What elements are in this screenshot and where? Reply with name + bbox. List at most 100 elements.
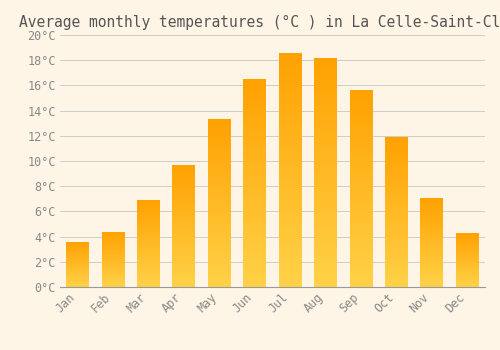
Bar: [314, 258, 337, 261]
Bar: [137, 244, 160, 245]
Bar: [172, 202, 196, 203]
Bar: [314, 264, 337, 267]
Bar: [208, 218, 231, 220]
Bar: [385, 234, 408, 236]
Bar: [456, 259, 479, 260]
Bar: [102, 237, 124, 238]
Bar: [385, 261, 408, 262]
Bar: [350, 132, 372, 135]
Bar: [350, 110, 372, 113]
Bar: [456, 241, 479, 242]
Bar: [172, 220, 196, 221]
Bar: [314, 207, 337, 210]
Bar: [385, 197, 408, 199]
Bar: [172, 224, 196, 226]
Bar: [137, 276, 160, 277]
Bar: [137, 265, 160, 266]
Bar: [137, 225, 160, 226]
Bar: [137, 239, 160, 240]
Bar: [278, 178, 301, 182]
Bar: [385, 219, 408, 222]
Bar: [172, 255, 196, 257]
Bar: [350, 142, 372, 145]
Bar: [244, 173, 266, 175]
Bar: [66, 281, 89, 282]
Bar: [456, 265, 479, 266]
Bar: [314, 69, 337, 72]
Bar: [385, 188, 408, 190]
Bar: [420, 270, 444, 271]
Bar: [278, 114, 301, 117]
Bar: [172, 194, 196, 195]
Bar: [102, 245, 124, 246]
Bar: [66, 265, 89, 266]
Bar: [350, 198, 372, 201]
Bar: [278, 73, 301, 76]
Bar: [244, 141, 266, 144]
Bar: [172, 249, 196, 250]
Bar: [420, 231, 444, 232]
Bar: [278, 229, 301, 231]
Bar: [456, 260, 479, 261]
Bar: [278, 249, 301, 252]
Bar: [350, 228, 372, 231]
Bar: [172, 178, 196, 180]
Bar: [244, 204, 266, 206]
Bar: [350, 267, 372, 270]
Bar: [172, 269, 196, 270]
Bar: [137, 271, 160, 272]
Bar: [420, 204, 444, 205]
Bar: [137, 202, 160, 203]
Bar: [172, 272, 196, 273]
Bar: [208, 276, 231, 279]
Bar: [385, 251, 408, 253]
Bar: [278, 278, 301, 281]
Bar: [137, 251, 160, 252]
Bar: [420, 243, 444, 245]
Bar: [278, 67, 301, 70]
Bar: [66, 247, 89, 248]
Bar: [420, 208, 444, 209]
Bar: [278, 284, 301, 287]
Bar: [137, 243, 160, 244]
Bar: [385, 262, 408, 265]
Bar: [172, 252, 196, 253]
Bar: [278, 144, 301, 146]
Bar: [385, 165, 408, 167]
Bar: [208, 126, 231, 128]
Bar: [244, 167, 266, 170]
Bar: [456, 263, 479, 264]
Bar: [420, 200, 444, 201]
Bar: [420, 234, 444, 236]
Bar: [137, 229, 160, 231]
Bar: [420, 232, 444, 233]
Bar: [278, 184, 301, 187]
Bar: [420, 264, 444, 265]
Bar: [278, 217, 301, 219]
Bar: [244, 219, 266, 222]
Bar: [314, 275, 337, 278]
Bar: [137, 224, 160, 225]
Bar: [137, 249, 160, 250]
Bar: [278, 255, 301, 258]
Bar: [420, 260, 444, 261]
Bar: [66, 251, 89, 252]
Bar: [278, 225, 301, 229]
Bar: [208, 178, 231, 180]
Bar: [66, 267, 89, 268]
Bar: [420, 222, 444, 223]
Bar: [244, 282, 266, 285]
Bar: [420, 272, 444, 274]
Bar: [172, 188, 196, 189]
Bar: [244, 251, 266, 253]
Bar: [278, 158, 301, 161]
Bar: [420, 246, 444, 247]
Bar: [350, 113, 372, 115]
Bar: [456, 244, 479, 245]
Bar: [278, 155, 301, 158]
Bar: [208, 270, 231, 272]
Bar: [314, 121, 337, 124]
Bar: [314, 158, 337, 161]
Bar: [420, 224, 444, 225]
Bar: [208, 239, 231, 241]
